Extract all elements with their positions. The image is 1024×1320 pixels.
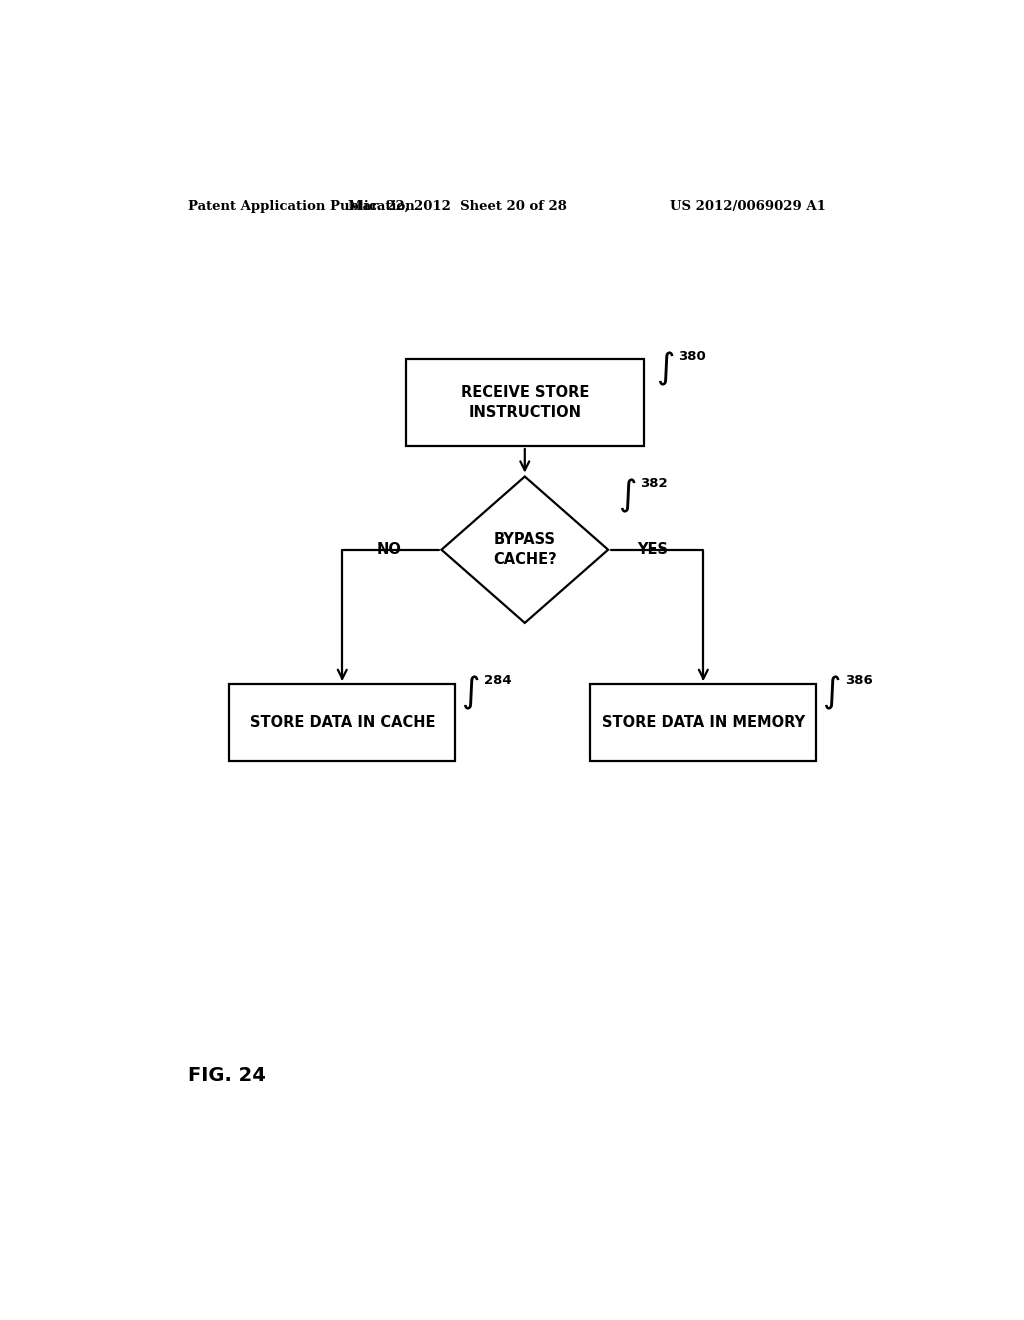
Bar xyxy=(406,359,644,446)
Text: $\int$: $\int$ xyxy=(655,350,674,388)
Bar xyxy=(590,684,816,760)
Text: BYPASS
CACHE?: BYPASS CACHE? xyxy=(493,532,557,568)
Text: $\int$: $\int$ xyxy=(617,477,636,515)
Text: US 2012/0069029 A1: US 2012/0069029 A1 xyxy=(671,199,826,213)
Bar xyxy=(229,684,456,760)
Text: Mar. 22, 2012  Sheet 20 of 28: Mar. 22, 2012 Sheet 20 of 28 xyxy=(348,199,566,213)
Text: $\int$: $\int$ xyxy=(461,675,479,711)
Text: NO: NO xyxy=(377,543,401,557)
Text: 382: 382 xyxy=(640,477,668,490)
Text: RECEIVE STORE
INSTRUCTION: RECEIVE STORE INSTRUCTION xyxy=(461,385,589,420)
Text: STORE DATA IN CACHE: STORE DATA IN CACHE xyxy=(250,715,435,730)
Text: $\int$: $\int$ xyxy=(822,675,841,711)
Text: 284: 284 xyxy=(483,675,511,688)
Text: 380: 380 xyxy=(678,350,706,363)
Text: 386: 386 xyxy=(845,675,872,688)
Text: STORE DATA IN MEMORY: STORE DATA IN MEMORY xyxy=(602,715,805,730)
Text: YES: YES xyxy=(638,543,669,557)
Polygon shape xyxy=(441,477,608,623)
Text: FIG. 24: FIG. 24 xyxy=(187,1065,265,1085)
Text: Patent Application Publication: Patent Application Publication xyxy=(187,199,415,213)
